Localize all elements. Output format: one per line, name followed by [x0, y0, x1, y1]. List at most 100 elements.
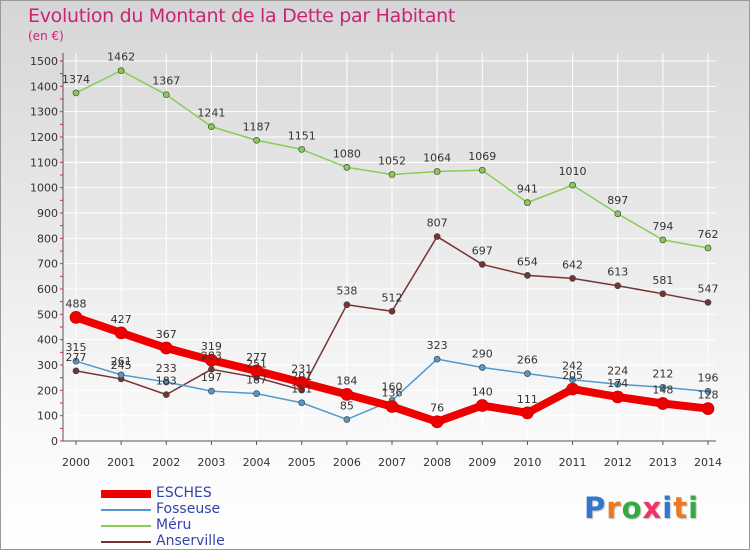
y-tick-label: 300 — [37, 359, 58, 372]
data-point — [566, 382, 579, 396]
data-point — [117, 67, 125, 74]
chart-title: Evolution du Montant de la Dette par Hab… — [28, 5, 456, 27]
legend-label: Méru — [156, 517, 192, 533]
data-point — [72, 367, 80, 375]
data-label: 140 — [472, 386, 493, 399]
legend-swatch — [101, 509, 151, 511]
data-point — [295, 376, 309, 389]
data-label: 201 — [291, 370, 312, 383]
data-point — [569, 275, 576, 282]
legend-item: Fosseuse — [101, 501, 301, 518]
data-label: 315 — [66, 341, 87, 354]
legend-swatch — [101, 541, 151, 543]
data-label: 151 — [291, 383, 312, 396]
data-label: 245 — [111, 359, 132, 372]
y-tick-label: 600 — [37, 283, 58, 296]
y-tick-label: 500 — [37, 308, 58, 321]
data-label: 128 — [698, 389, 719, 402]
data-point — [478, 364, 486, 371]
data-label: 242 — [562, 360, 583, 373]
data-point — [72, 357, 80, 365]
y-tick-label: 1200 — [30, 131, 58, 144]
legend-label: Anserville — [156, 533, 225, 549]
data-point — [704, 244, 712, 252]
data-point — [69, 311, 83, 324]
data-label: 277 — [66, 351, 87, 364]
y-tick-label: 200 — [37, 384, 58, 397]
x-tick-label: 2002 — [152, 456, 180, 469]
data-label: 233 — [156, 362, 177, 375]
data-label: 1064 — [423, 151, 451, 164]
data-point — [162, 91, 170, 99]
data-label: 174 — [607, 377, 628, 390]
data-point — [205, 353, 218, 367]
y-tick-label: 700 — [37, 258, 58, 271]
data-point — [388, 171, 396, 178]
data-point — [659, 383, 667, 391]
data-label: 197 — [201, 371, 222, 384]
data-point — [340, 388, 354, 401]
data-label: 512 — [382, 291, 403, 304]
data-label: 367 — [156, 328, 177, 341]
data-label: 794 — [652, 220, 673, 233]
data-point — [430, 415, 444, 429]
data-label: 547 — [698, 282, 719, 295]
legend-item: ESCHES — [101, 485, 301, 502]
legend-swatch — [101, 490, 151, 498]
data-point — [659, 236, 667, 244]
data-label: 76 — [430, 402, 444, 415]
x-tick-label: 2008 — [423, 456, 451, 469]
data-label: 1241 — [197, 107, 225, 120]
data-label: 136 — [382, 387, 403, 400]
data-label: 290 — [472, 348, 493, 361]
data-point — [704, 387, 712, 395]
data-label: 183 — [156, 375, 177, 388]
unit-label: (en €) — [28, 29, 64, 43]
data-label: 538 — [336, 285, 357, 298]
data-label: 187 — [246, 374, 267, 387]
data-label: 1367 — [152, 75, 180, 88]
data-label: 1052 — [378, 154, 406, 167]
data-point — [524, 199, 531, 206]
data-label: 323 — [427, 339, 448, 352]
x-tick-label: 2003 — [197, 456, 225, 469]
x-tick-label: 2010 — [513, 456, 541, 469]
data-point — [569, 181, 576, 189]
data-label: 148 — [652, 384, 673, 397]
data-point — [569, 376, 576, 384]
data-label: 941 — [517, 183, 538, 196]
logo-letter: x — [642, 491, 663, 525]
legend: ESCHES Fosseuse Méru Anserville — [101, 485, 301, 549]
y-tick-label: 1500 — [30, 55, 58, 68]
data-label: 1069 — [468, 150, 496, 163]
data-label: 427 — [111, 313, 132, 326]
data-label: 1187 — [243, 120, 271, 133]
logo-letter: t — [673, 491, 689, 525]
data-label: 111 — [517, 393, 538, 406]
data-label: 613 — [607, 266, 628, 279]
data-point — [162, 391, 170, 398]
legend-item: Méru — [101, 517, 301, 534]
data-label: 807 — [427, 217, 448, 230]
data-label: 488 — [66, 297, 87, 310]
data-point — [524, 271, 531, 279]
logo-letter: P — [584, 491, 607, 525]
data-point — [659, 290, 667, 298]
data-point — [208, 387, 215, 395]
x-tick-label: 2004 — [243, 456, 271, 469]
data-point — [343, 301, 351, 309]
x-tick-label: 2011 — [559, 456, 587, 469]
y-tick-label: 100 — [37, 410, 58, 423]
data-label: 897 — [607, 194, 628, 207]
data-label: 581 — [652, 274, 673, 287]
data-point — [253, 136, 260, 144]
data-label: 277 — [246, 351, 267, 364]
data-point — [388, 307, 396, 315]
data-point — [611, 390, 625, 404]
data-point — [343, 416, 351, 423]
logo-letter: r — [606, 491, 622, 525]
data-point — [250, 364, 263, 378]
data-label: 642 — [562, 258, 583, 271]
